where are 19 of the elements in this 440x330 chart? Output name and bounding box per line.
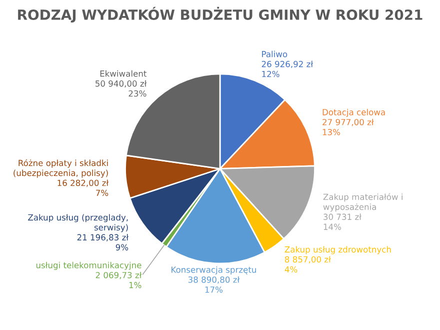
data-label: 30 731 zł 14% <box>324 214 362 230</box>
data-label: 27 977,00 zł 13% <box>322 118 374 136</box>
slice-label: Konserwacja sprzętu <box>172 266 256 274</box>
data-label: 2 069,73 zł 1% <box>96 272 142 288</box>
slice-label: Zakup usług (przeglady, serwisy) <box>28 214 128 232</box>
data-label: 8 857,00 zł 4% <box>284 256 331 273</box>
data-label: 26 926,92 zł 12% <box>262 60 314 78</box>
slice-label: Dotacja celowa <box>322 108 385 117</box>
slice-label: usługi telekomunikacyjne <box>36 262 142 270</box>
slice-label: Paliwo <box>262 50 288 58</box>
data-label: 50 940,00 zł 23% <box>96 80 147 97</box>
slice-label: Różne opłaty i składki (ubezpieczenia, polisy) <box>14 159 108 178</box>
data-label: 38 890,80 zł 17% <box>188 276 240 293</box>
data-label: 16 282,00 zł 7% <box>58 180 109 196</box>
slice-label: Ekwiwalent <box>100 70 146 77</box>
slice-label: Zakup usług zdrowotnych <box>284 246 391 254</box>
slice-label: Zakup materiałów i wyposażenia <box>323 193 402 212</box>
data-label: 21 196,83 zł 9% <box>77 234 129 250</box>
chart-title: RODZAJ WYDATKÓW BUDŻETU GMINY W ROKU 2021 <box>18 6 422 23</box>
